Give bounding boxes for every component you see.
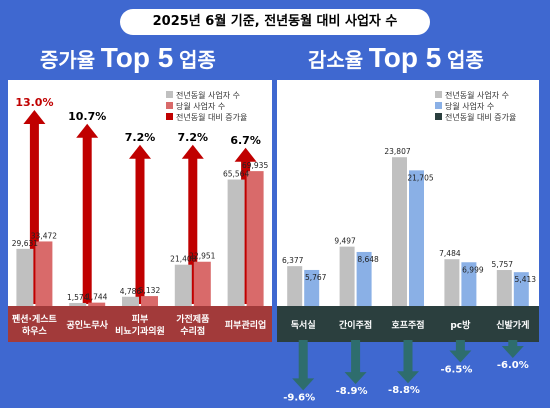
decrease-arrow xyxy=(449,340,472,363)
current-value-label: 8,648 xyxy=(357,255,379,264)
current-value-label: 33,472 xyxy=(31,231,57,240)
category-label: 비뇨기과의원 xyxy=(115,325,165,337)
growth-rate-label: 6.7% xyxy=(230,134,261,147)
current-value-label: 69,935 xyxy=(242,161,268,170)
current-bar xyxy=(409,170,424,306)
current-value-label: 1,744 xyxy=(86,293,108,302)
current-value-label: 5,767 xyxy=(305,273,327,282)
right-title-part2: 업종 xyxy=(446,48,484,72)
prev-year-bar xyxy=(227,179,245,306)
current-bar xyxy=(193,261,211,306)
decrease-arrow xyxy=(397,340,419,384)
current-value-label: 22,951 xyxy=(189,252,215,261)
prev-year-value-label: 9,497 xyxy=(334,237,356,246)
current-bar xyxy=(246,171,264,306)
legend-label: 당월 사업자 수 xyxy=(176,101,225,111)
legend-swatch xyxy=(166,113,173,120)
increase-arrow xyxy=(181,144,204,304)
decline-rate-label: -6.0% xyxy=(497,360,529,371)
category-label: 공인노무사 xyxy=(66,319,108,331)
prev-year-value-label: 1,574 xyxy=(67,293,89,302)
legend-swatch xyxy=(166,91,173,98)
decrease-arrow xyxy=(501,340,524,358)
left-section-title: 증가율 Top 5 업종 xyxy=(40,42,216,74)
category-label: 펜션·게스트 xyxy=(12,313,58,325)
legend-label: 전년동월 대비 증가율 xyxy=(445,112,516,122)
prev-year-bar xyxy=(69,302,87,306)
prev-year-bar xyxy=(174,264,192,306)
category-label: 수리점 xyxy=(180,325,205,337)
decrease-arrow xyxy=(344,340,367,385)
decline-rate-label: -8.9% xyxy=(336,386,368,397)
left-title-top5: Top 5 xyxy=(100,42,174,73)
current-value-label: 21,705 xyxy=(407,173,433,182)
increase-arrow xyxy=(234,147,257,304)
prev-year-value-label: 21,408 xyxy=(170,255,196,264)
prev-year-bar xyxy=(16,248,34,306)
category-label: 간이주점 xyxy=(339,319,372,331)
legend-swatch xyxy=(435,113,442,120)
current-bar xyxy=(356,251,372,306)
prev-year-value-label: 5,757 xyxy=(492,260,514,269)
legend-label: 당월 사업자 수 xyxy=(445,101,494,111)
prev-year-bar xyxy=(392,157,407,306)
right-title-part1: 감소율 xyxy=(308,48,364,72)
current-bar xyxy=(141,296,158,306)
current-bar xyxy=(461,262,477,306)
current-bar xyxy=(35,241,53,306)
category-label: 신발가게 xyxy=(496,319,529,331)
right-title-top5: Top 5 xyxy=(368,42,442,73)
category-label: 가전제품 xyxy=(176,313,209,325)
current-bar xyxy=(304,269,320,306)
prev-year-value-label: 6,377 xyxy=(282,256,304,265)
prev-year-value-label: 65,564 xyxy=(223,170,249,179)
prev-year-bar xyxy=(339,246,355,306)
legend-label: 전년동월 사업자 수 xyxy=(176,90,240,100)
growth-rate-label: 10.7% xyxy=(68,110,106,123)
decline-rate-label: -8.8% xyxy=(388,385,420,396)
decline-rate-label: -9.6% xyxy=(283,392,315,403)
category-label: 피부관리업 xyxy=(225,319,266,331)
prev-year-value-label: 4,786 xyxy=(120,287,142,296)
category-label: 하우스 xyxy=(22,325,48,337)
increase-arrow xyxy=(23,110,46,304)
category-label: 피부 xyxy=(132,313,149,325)
prev-year-value-label: 23,807 xyxy=(384,147,410,156)
prev-year-bar xyxy=(496,270,512,306)
legend-swatch xyxy=(435,91,442,98)
category-label: 호프주점 xyxy=(391,319,424,331)
growth-rate-label: 7.2% xyxy=(125,131,156,144)
growth-rate-label: 13.0% xyxy=(15,96,53,109)
legend-label: 전년동월 대비 증가율 xyxy=(176,112,247,122)
legend-swatch xyxy=(166,102,173,109)
page-title: 2025년 6월 기준, 전년동월 대비 사업자 수 xyxy=(120,9,430,35)
increase-arrow xyxy=(76,123,99,304)
left-title-part2: 업종 xyxy=(178,48,216,72)
prev-year-bar xyxy=(444,259,460,306)
legend-swatch xyxy=(435,102,442,109)
category-label: pc방 xyxy=(450,319,471,331)
current-value-label: 5,413 xyxy=(515,275,537,284)
current-bar xyxy=(513,272,529,306)
right-section-title: 감소율 Top 5 업종 xyxy=(308,42,484,74)
decrease-arrow xyxy=(292,340,315,391)
prev-year-value-label: 7,484 xyxy=(439,249,461,258)
left-title-part1: 증가율 xyxy=(40,48,96,72)
current-value-label: 5,132 xyxy=(139,286,161,295)
legend-label: 전년동월 사업자 수 xyxy=(445,90,509,100)
prev-year-value-label: 29,631 xyxy=(12,239,38,248)
decline-rate-label: -6.5% xyxy=(440,365,472,376)
prev-year-bar xyxy=(122,296,139,306)
current-bar xyxy=(88,302,106,306)
category-label: 독서실 xyxy=(291,319,316,331)
category-band xyxy=(277,306,539,342)
prev-year-bar xyxy=(287,266,303,306)
increase-arrow xyxy=(129,144,151,304)
category-band xyxy=(8,306,272,342)
decrease-arrows: -9.6% -8.9% -8.8% -6.5% -6.0% xyxy=(283,340,529,403)
current-value-label: 6,999 xyxy=(462,265,484,274)
growth-rate-label: 7.2% xyxy=(178,131,209,144)
